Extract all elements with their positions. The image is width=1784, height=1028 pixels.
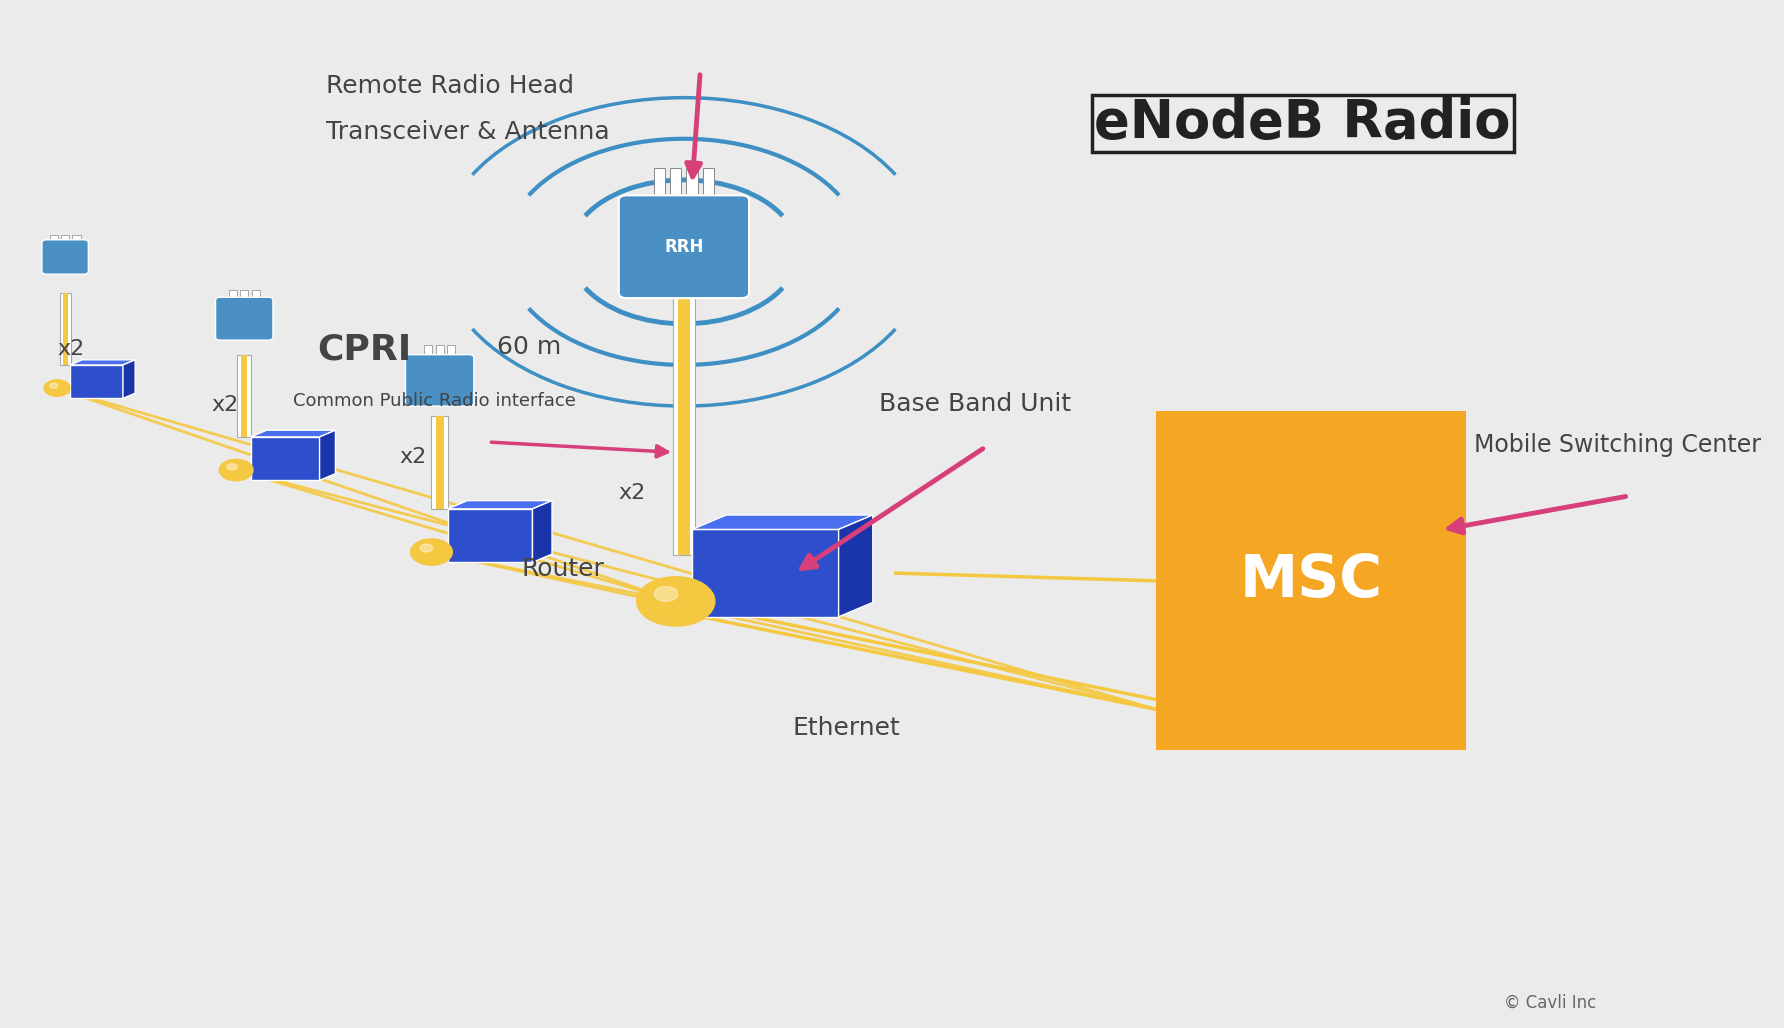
FancyBboxPatch shape [59, 293, 71, 365]
FancyBboxPatch shape [43, 240, 89, 274]
Bar [252, 290, 260, 304]
Polygon shape [448, 501, 551, 509]
Text: MSC: MSC [1240, 552, 1383, 610]
Text: eNodeB Radio: eNodeB Radio [1094, 98, 1511, 149]
Circle shape [219, 460, 253, 481]
Text: Common Public Radio interface: Common Public Radio interface [293, 392, 576, 410]
Text: Remote Radio Head: Remote Radio Head [326, 74, 574, 98]
Bar [241, 290, 248, 304]
Polygon shape [532, 501, 551, 562]
Polygon shape [70, 360, 136, 365]
Bar [448, 345, 455, 363]
FancyBboxPatch shape [237, 355, 252, 437]
FancyBboxPatch shape [673, 288, 696, 555]
Polygon shape [838, 515, 872, 617]
Polygon shape [448, 509, 532, 562]
FancyBboxPatch shape [405, 355, 475, 406]
FancyBboxPatch shape [678, 288, 690, 555]
Text: x2: x2 [619, 482, 646, 503]
Text: Ethernet: Ethernet [792, 717, 901, 740]
Text: Router: Router [521, 557, 605, 581]
Bar [73, 235, 80, 247]
Circle shape [419, 544, 432, 552]
Text: 60 m: 60 m [496, 335, 560, 359]
Polygon shape [70, 365, 123, 398]
Bar [228, 290, 237, 304]
FancyBboxPatch shape [435, 416, 444, 509]
Text: CPRI: CPRI [318, 333, 412, 367]
Text: RRH: RRH [664, 237, 703, 256]
Bar [50, 235, 57, 247]
Text: x2: x2 [57, 338, 84, 359]
Text: © Cavli Inc: © Cavli Inc [1504, 993, 1595, 1012]
Polygon shape [692, 529, 838, 617]
FancyBboxPatch shape [241, 355, 248, 437]
Bar [425, 345, 432, 363]
Polygon shape [319, 431, 335, 480]
Polygon shape [252, 431, 335, 437]
FancyBboxPatch shape [619, 195, 749, 298]
Circle shape [410, 539, 453, 565]
FancyBboxPatch shape [432, 416, 448, 509]
Circle shape [45, 379, 70, 396]
FancyBboxPatch shape [216, 297, 273, 340]
Polygon shape [692, 515, 872, 529]
Text: x2: x2 [212, 395, 239, 415]
Text: x2: x2 [400, 446, 426, 467]
Polygon shape [252, 437, 319, 480]
Text: Base Band Unit: Base Band Unit [880, 393, 1072, 416]
Circle shape [655, 587, 678, 601]
Bar [703, 168, 714, 210]
Bar [61, 235, 70, 247]
FancyBboxPatch shape [62, 293, 68, 365]
Circle shape [50, 383, 57, 389]
Circle shape [227, 464, 237, 470]
FancyBboxPatch shape [1156, 411, 1465, 750]
Circle shape [637, 577, 715, 626]
Bar [671, 168, 681, 210]
Bar [653, 168, 665, 210]
Bar [435, 345, 444, 363]
Bar [687, 168, 698, 210]
Polygon shape [123, 360, 136, 398]
Text: Transceiver & Antenna: Transceiver & Antenna [326, 120, 610, 144]
Text: Mobile Switching Center: Mobile Switching Center [1474, 433, 1761, 456]
